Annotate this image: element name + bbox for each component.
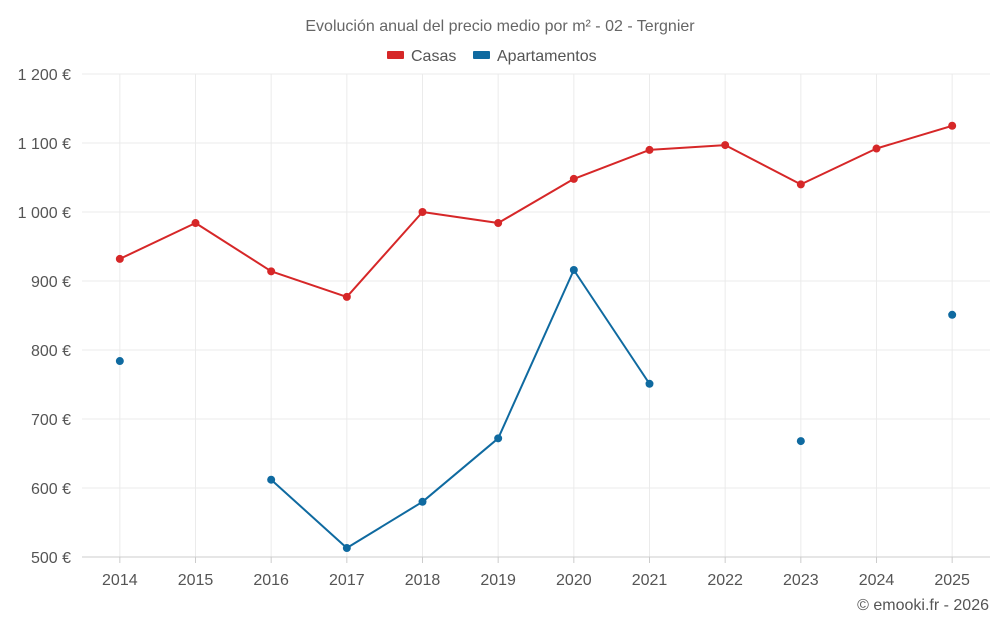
x-tick-label: 2015 xyxy=(178,572,214,589)
y-tick-label: 1 200 € xyxy=(18,67,71,84)
data-point-casas-2023[interactable] xyxy=(796,180,805,189)
y-axis: 500 € 600 € 700 € 800 € 900 € 1 000 € 1 100 € 1… xyxy=(18,67,71,567)
y-tick-label: 500 € xyxy=(31,550,71,567)
x-axis: 2014 2015 2016 2017 2018 2019 2020 2021 2022 2023… xyxy=(82,556,990,589)
legend-label-apartamentos[interactable]: Apartamentos xyxy=(497,48,597,65)
x-tick-label: 2014 xyxy=(102,572,138,589)
y-tick-label: 1 100 € xyxy=(18,136,71,153)
data-point-apartamentos-2019[interactable] xyxy=(494,434,503,443)
x-tick-label: 2019 xyxy=(480,572,516,589)
data-point-apartamentos-2020[interactable] xyxy=(569,265,578,274)
data-point-apartamentos-2021[interactable] xyxy=(645,379,654,388)
data-point-casas-2024[interactable] xyxy=(872,144,881,153)
legend: Casas Apartamentos xyxy=(387,48,597,65)
x-tick-label: 2025 xyxy=(934,572,970,589)
y-tick-label: 800 € xyxy=(31,343,71,360)
data-point-apartamentos-2014[interactable] xyxy=(115,357,124,366)
data-point-casas-2015[interactable] xyxy=(191,219,200,228)
data-point-apartamentos-2023[interactable] xyxy=(796,437,805,446)
data-point-casas-2017[interactable] xyxy=(342,292,351,301)
series-line-casas xyxy=(119,124,953,298)
data-point-casas-2019[interactable] xyxy=(494,219,503,228)
data-point-casas-2025[interactable] xyxy=(948,121,957,130)
chart-title: Evolución anual del precio medio por m² … xyxy=(305,18,695,35)
y-tick-label: 1 000 € xyxy=(18,205,71,222)
data-point-apartamentos-2017[interactable] xyxy=(342,544,351,553)
data-point-casas-2014[interactable] xyxy=(115,254,124,263)
series-layer xyxy=(115,121,957,553)
x-tick-label: 2016 xyxy=(253,572,289,589)
data-point-casas-2020[interactable] xyxy=(569,174,578,183)
legend-swatch-casas[interactable] xyxy=(387,51,404,59)
data-point-apartamentos-2016[interactable] xyxy=(267,475,276,484)
x-tick-label: 2020 xyxy=(556,572,592,589)
x-tick-label: 2022 xyxy=(707,572,743,589)
x-tick-label: 2018 xyxy=(405,572,441,589)
data-point-casas-2018[interactable] xyxy=(418,208,427,216)
y-tick-label: 900 € xyxy=(31,274,71,291)
data-point-casas-2021[interactable] xyxy=(645,145,654,154)
credit-text: © emooki.fr - 2026 xyxy=(857,597,989,614)
grid xyxy=(82,73,990,558)
x-tick-label: 2024 xyxy=(859,572,895,589)
y-tick-label: 600 € xyxy=(31,481,71,498)
legend-label-casas[interactable]: Casas xyxy=(411,48,456,65)
data-point-apartamentos-2018[interactable] xyxy=(418,497,427,506)
legend-swatch-apartamentos[interactable] xyxy=(473,51,490,59)
data-point-casas-2022[interactable] xyxy=(721,141,730,150)
data-point-apartamentos-2025[interactable] xyxy=(948,310,957,319)
y-tick-label: 700 € xyxy=(31,412,71,429)
data-point-casas-2016[interactable] xyxy=(267,267,276,276)
x-tick-label: 2023 xyxy=(783,572,819,589)
x-tick-label: 2021 xyxy=(632,572,668,589)
series-line-apartamentos xyxy=(270,269,651,549)
x-tick-label: 2017 xyxy=(329,572,365,589)
